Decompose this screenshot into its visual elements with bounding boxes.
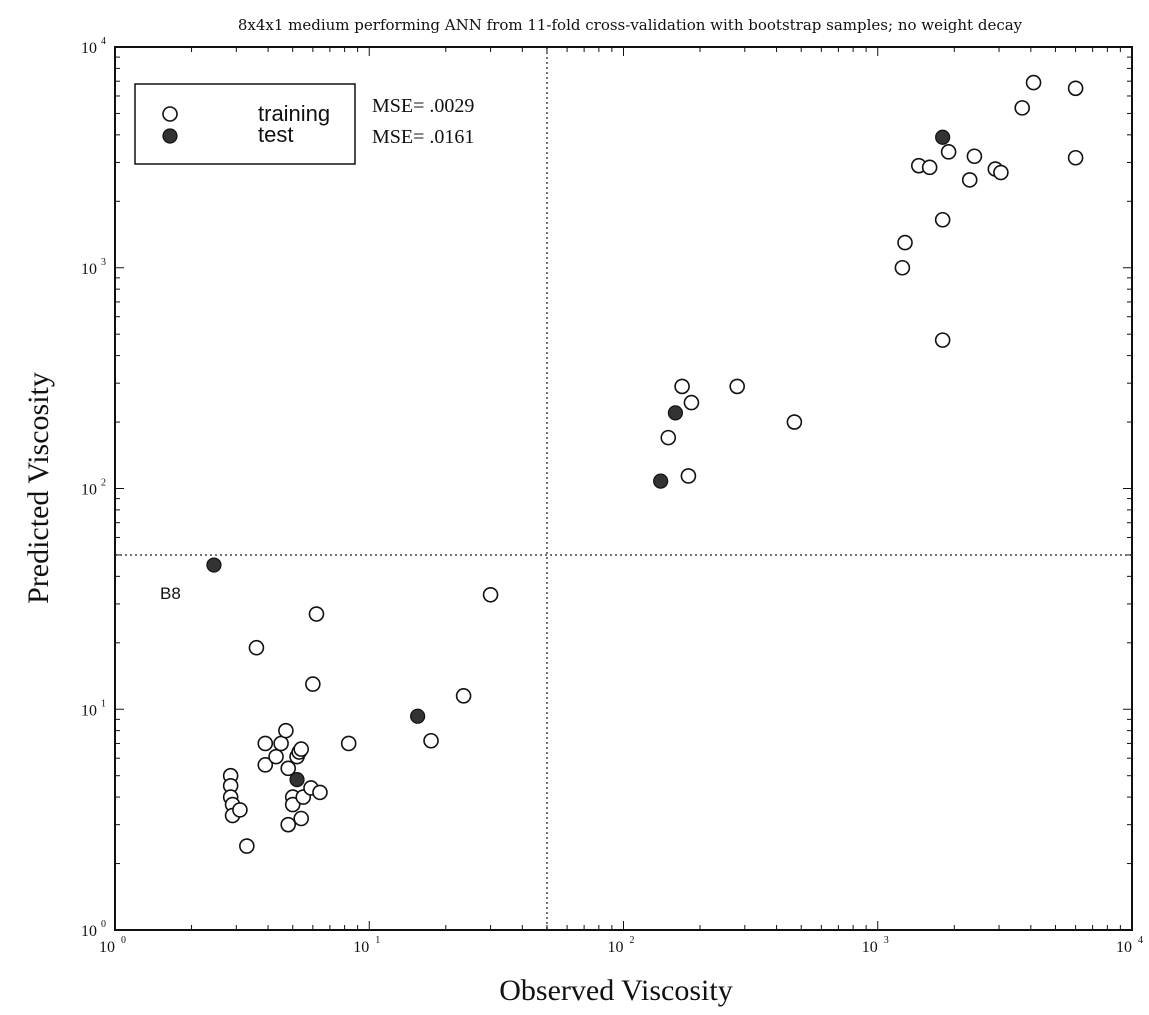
- y-tick-label: 10: [81, 702, 97, 719]
- chart-title: 8x4x1 medium performing ANN from 11-fold…: [238, 16, 1023, 34]
- training-point: [683, 394, 700, 411]
- training-point: [268, 748, 284, 765]
- legend-marker-test: [162, 128, 178, 144]
- y-tick-exponent: 4: [101, 36, 106, 47]
- y-tick-label: 10: [81, 482, 97, 499]
- training-point: [894, 259, 911, 276]
- y-tick-label: 10: [81, 261, 97, 278]
- mse-test: MSE= .0161: [372, 126, 474, 148]
- data-points: [206, 74, 1084, 854]
- y-tick-exponent: 2: [101, 478, 106, 489]
- x-axis-label: Observed Viscosity: [499, 974, 732, 1007]
- training-point: [660, 429, 677, 446]
- x-tick-labels: 10 0 10 1 10 2 10 3 10 4: [99, 935, 1143, 956]
- training-point: [897, 234, 913, 251]
- training-point: [239, 838, 255, 854]
- training-point: [305, 676, 321, 692]
- x-tick-exponent: 2: [630, 935, 635, 946]
- y-axis-label: Predicted Viscosity: [22, 372, 55, 604]
- training-point: [993, 164, 1009, 181]
- training-point: [1067, 149, 1084, 166]
- x-tick-exponent: 0: [121, 935, 126, 946]
- axis-ticks: [114, 47, 1132, 931]
- test-point: [206, 557, 222, 573]
- test-point: [289, 772, 305, 788]
- legend-label-training: training: [258, 101, 330, 126]
- training-point: [293, 810, 310, 827]
- plot-frame: [114, 46, 1133, 931]
- training-point: [482, 586, 499, 603]
- test-point: [935, 129, 951, 145]
- y-tick-labels: 10 0 10 1 10 2 10 3 10 4: [81, 36, 106, 940]
- training-point: [921, 159, 938, 176]
- training-point: [308, 606, 325, 622]
- training-point: [232, 802, 248, 818]
- training-point: [280, 816, 297, 833]
- training-point: [1025, 74, 1042, 91]
- training-point: [961, 172, 978, 188]
- x-tick-label: 10: [862, 939, 878, 956]
- x-tick-label: 10: [99, 939, 115, 956]
- x-tick-exponent: 3: [884, 935, 889, 946]
- y-tick-label: 10: [81, 40, 97, 57]
- test-point: [410, 708, 426, 724]
- training-point: [278, 722, 294, 739]
- x-tick-label: 10: [353, 939, 369, 956]
- y-tick-exponent: 3: [101, 257, 106, 268]
- test-point: [667, 405, 683, 421]
- training-point: [940, 144, 957, 160]
- test-point: [653, 473, 669, 489]
- training-point: [257, 735, 274, 752]
- training-point: [966, 148, 983, 165]
- x-tick-exponent: 1: [375, 935, 380, 946]
- training-point: [340, 735, 357, 752]
- legend-marker-training: [162, 106, 178, 122]
- training-point: [455, 688, 472, 704]
- training-point: [680, 468, 697, 484]
- training-point: [729, 378, 745, 395]
- training-point: [1014, 100, 1031, 116]
- training-point: [423, 732, 439, 749]
- training-point: [312, 784, 328, 801]
- legend: training test: [134, 83, 356, 165]
- y-tick-exponent: 0: [101, 919, 106, 930]
- annotation-b8: B8: [160, 584, 181, 603]
- training-point: [293, 741, 310, 757]
- training-point: [934, 211, 951, 228]
- training-point: [786, 414, 803, 430]
- x-tick-exponent: 4: [1138, 935, 1143, 946]
- legend-box: [134, 83, 356, 165]
- legend-label-test: test: [258, 122, 293, 147]
- training-point: [1067, 80, 1084, 97]
- y-tick-label: 10: [81, 923, 97, 940]
- training-point: [284, 796, 301, 813]
- training-point: [248, 639, 265, 656]
- y-tick-exponent: 1: [101, 698, 106, 709]
- mse-training: MSE= .0029: [372, 95, 474, 117]
- x-tick-label: 10: [608, 939, 624, 956]
- training-point: [273, 735, 289, 752]
- training-point: [934, 332, 951, 348]
- training-point: [257, 757, 274, 773]
- x-tick-label: 10: [1116, 939, 1132, 956]
- training-point: [280, 760, 297, 777]
- training-point: [674, 378, 690, 395]
